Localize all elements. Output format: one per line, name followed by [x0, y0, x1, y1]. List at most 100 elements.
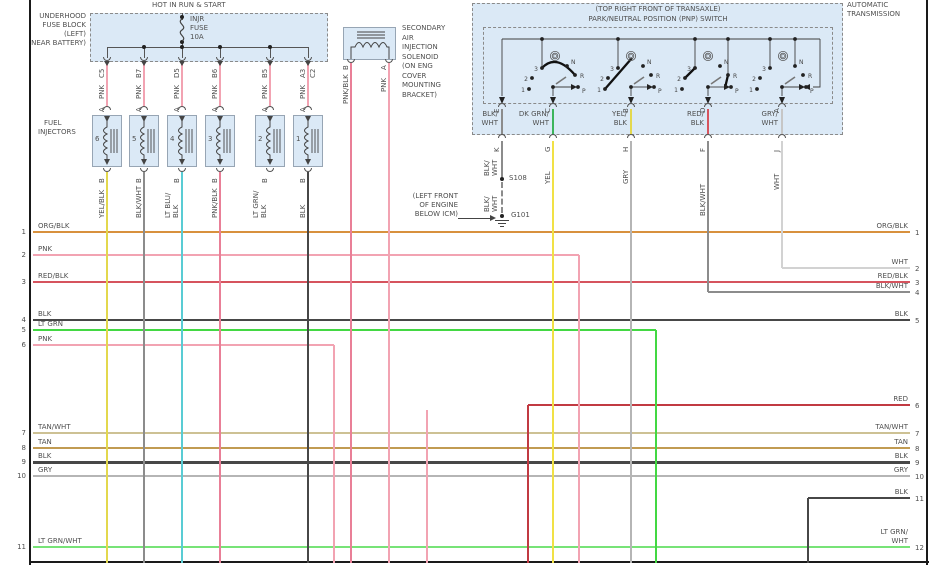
wire-ORG/BLK: [33, 231, 910, 233]
injector-number: 5: [132, 135, 137, 143]
left-row-wire-label: PNK: [38, 335, 53, 343]
injector-fuse-label: INJR FUSE 10A: [190, 15, 208, 42]
connector-icon: [266, 168, 274, 172]
fuse-pin-label: B7: [135, 68, 143, 78]
wire-#555: [181, 42, 183, 47]
right-row-wire-label: TAN/WHT: [875, 423, 908, 431]
wire-LT BLU/BLK: [181, 172, 183, 563]
wire-PNK: [106, 64, 108, 107]
wire-GRY/WHT: [781, 109, 783, 135]
wire-WHT: [782, 267, 910, 269]
solenoid-label-line: AIR: [402, 33, 414, 42]
wire-BLK/WHT: [707, 141, 709, 292]
injector-number: 4: [170, 135, 175, 143]
connector-icon: [178, 106, 186, 110]
wire-PNK: [219, 64, 221, 107]
left-row-number: 4: [21, 316, 26, 324]
pnp-pin-bottom-label: H: [622, 146, 630, 152]
connector-icon: [627, 103, 635, 107]
wire-GRY: [630, 141, 632, 563]
connector-icon: [549, 103, 557, 107]
pnp-position-label: N: [724, 59, 729, 66]
injector-pin-b-label: B: [135, 178, 143, 183]
left-row-number: 10: [17, 472, 26, 480]
wire-PNK: [578, 255, 580, 563]
pnp-position-label: 2: [752, 76, 756, 83]
wire-BLK/WHT: [501, 109, 503, 135]
wire-TAN: [33, 447, 910, 449]
junction-dot: [500, 214, 504, 218]
injector-feed-wire-label: PNK: [98, 84, 106, 99]
injector-wire-label: BLK: [299, 204, 307, 218]
pnp-position-label: N: [571, 59, 576, 66]
left-row-wire-label: RED/BLK: [38, 272, 69, 280]
arrow-down-icon: [179, 61, 185, 66]
wire-#555: [181, 47, 183, 58]
wire-BLK: [33, 319, 910, 321]
pnp-position-label: N: [647, 59, 652, 66]
wire-DK GRN/WHT: [552, 109, 554, 135]
pnp-inner-wire-label: DK GRN/: [518, 110, 549, 118]
wire-BLK/WHT: [501, 141, 503, 177]
left-row-number: 2: [21, 251, 26, 259]
left-row-wire-label: ORG/BLK: [38, 222, 70, 230]
ground-note-line: (LEFT FRONT: [412, 192, 458, 200]
left-row-number: 9: [21, 458, 26, 466]
right-row-wire-label: BLK: [894, 310, 908, 318]
pnp-position-label: 1: [521, 87, 525, 94]
air-injection-solenoid-label: SECONDARY AIR INJECTION SOLENOID (ON ENG…: [402, 24, 445, 100]
fuse-label-line: 10A: [190, 33, 204, 41]
wire-PNK: [33, 254, 579, 256]
right-row-number: 11: [915, 495, 924, 503]
solenoid-pin-label: B: [342, 65, 350, 70]
wire-YEL/BLK: [106, 172, 108, 563]
connector-icon: [498, 103, 506, 107]
right-row-wire-label: BLK: [894, 488, 908, 496]
ground-symbol: [498, 222, 506, 224]
left-row-number: 7: [21, 429, 26, 437]
pnp-position-label: N: [799, 59, 804, 66]
pnp-position-label: 2: [524, 76, 528, 83]
connector-icon: [178, 168, 186, 172]
right-row-number: 2: [915, 265, 920, 273]
pnp-outer-wire-label: BLK/WHT: [699, 183, 707, 216]
wire-WHT: [781, 141, 783, 268]
wire-PNK: [426, 410, 428, 563]
pnp-inner-wire-label: WHT: [481, 119, 498, 127]
pnp-position-label: D: [706, 54, 710, 60]
pnp-inner-wire-label: WHT: [532, 119, 549, 127]
fuse-block-location-line: UNDERHOOD: [39, 12, 86, 20]
ground-note-arrow: [490, 215, 496, 221]
automatic-transmission-label: AUTOMATIC TRANSMISSION: [847, 1, 900, 19]
pnp-position-label: P: [735, 88, 739, 95]
injector-number: 2: [258, 135, 263, 143]
wire-#555: [269, 47, 271, 58]
connector-icon: [704, 103, 712, 107]
pnp-position-label: 3: [534, 66, 538, 73]
connector-icon: [304, 168, 312, 172]
pnp-outer-wire-label: GRY: [622, 169, 630, 184]
injector-number: 1: [296, 135, 301, 143]
wire-PNK/BLK: [219, 172, 221, 563]
fuse-block-location-line: (NEAR BATTERY): [28, 39, 86, 47]
wire-PNK: [333, 345, 335, 563]
injector-pin-b-label: B: [299, 178, 307, 183]
injector-feed-wire-label: PNK: [211, 84, 219, 99]
solenoid-label-line: INJECTION: [402, 43, 438, 51]
connector-icon: [304, 106, 312, 110]
wire-PNK: [269, 64, 271, 107]
border-left: [29, 0, 31, 565]
pnp-pin-bottom-label: G: [544, 146, 552, 152]
underhood-fuse-block-box: [90, 13, 328, 62]
arrow-down-icon: [305, 61, 311, 66]
pnp-inner-wire-label: BLK/: [482, 110, 498, 118]
pnp-position-label: 3: [610, 66, 614, 73]
connector-icon: [385, 59, 393, 63]
wire-BLK: [307, 172, 309, 563]
wire-LT GRN: [33, 329, 656, 331]
left-row-wire-label: BLK: [38, 310, 52, 318]
wire-PNK: [33, 344, 334, 346]
solenoid-wire-label: PNK: [380, 77, 388, 92]
pnp-inner-wire-label: WHT: [761, 119, 778, 127]
injector-pin-b-label: B: [211, 178, 219, 183]
